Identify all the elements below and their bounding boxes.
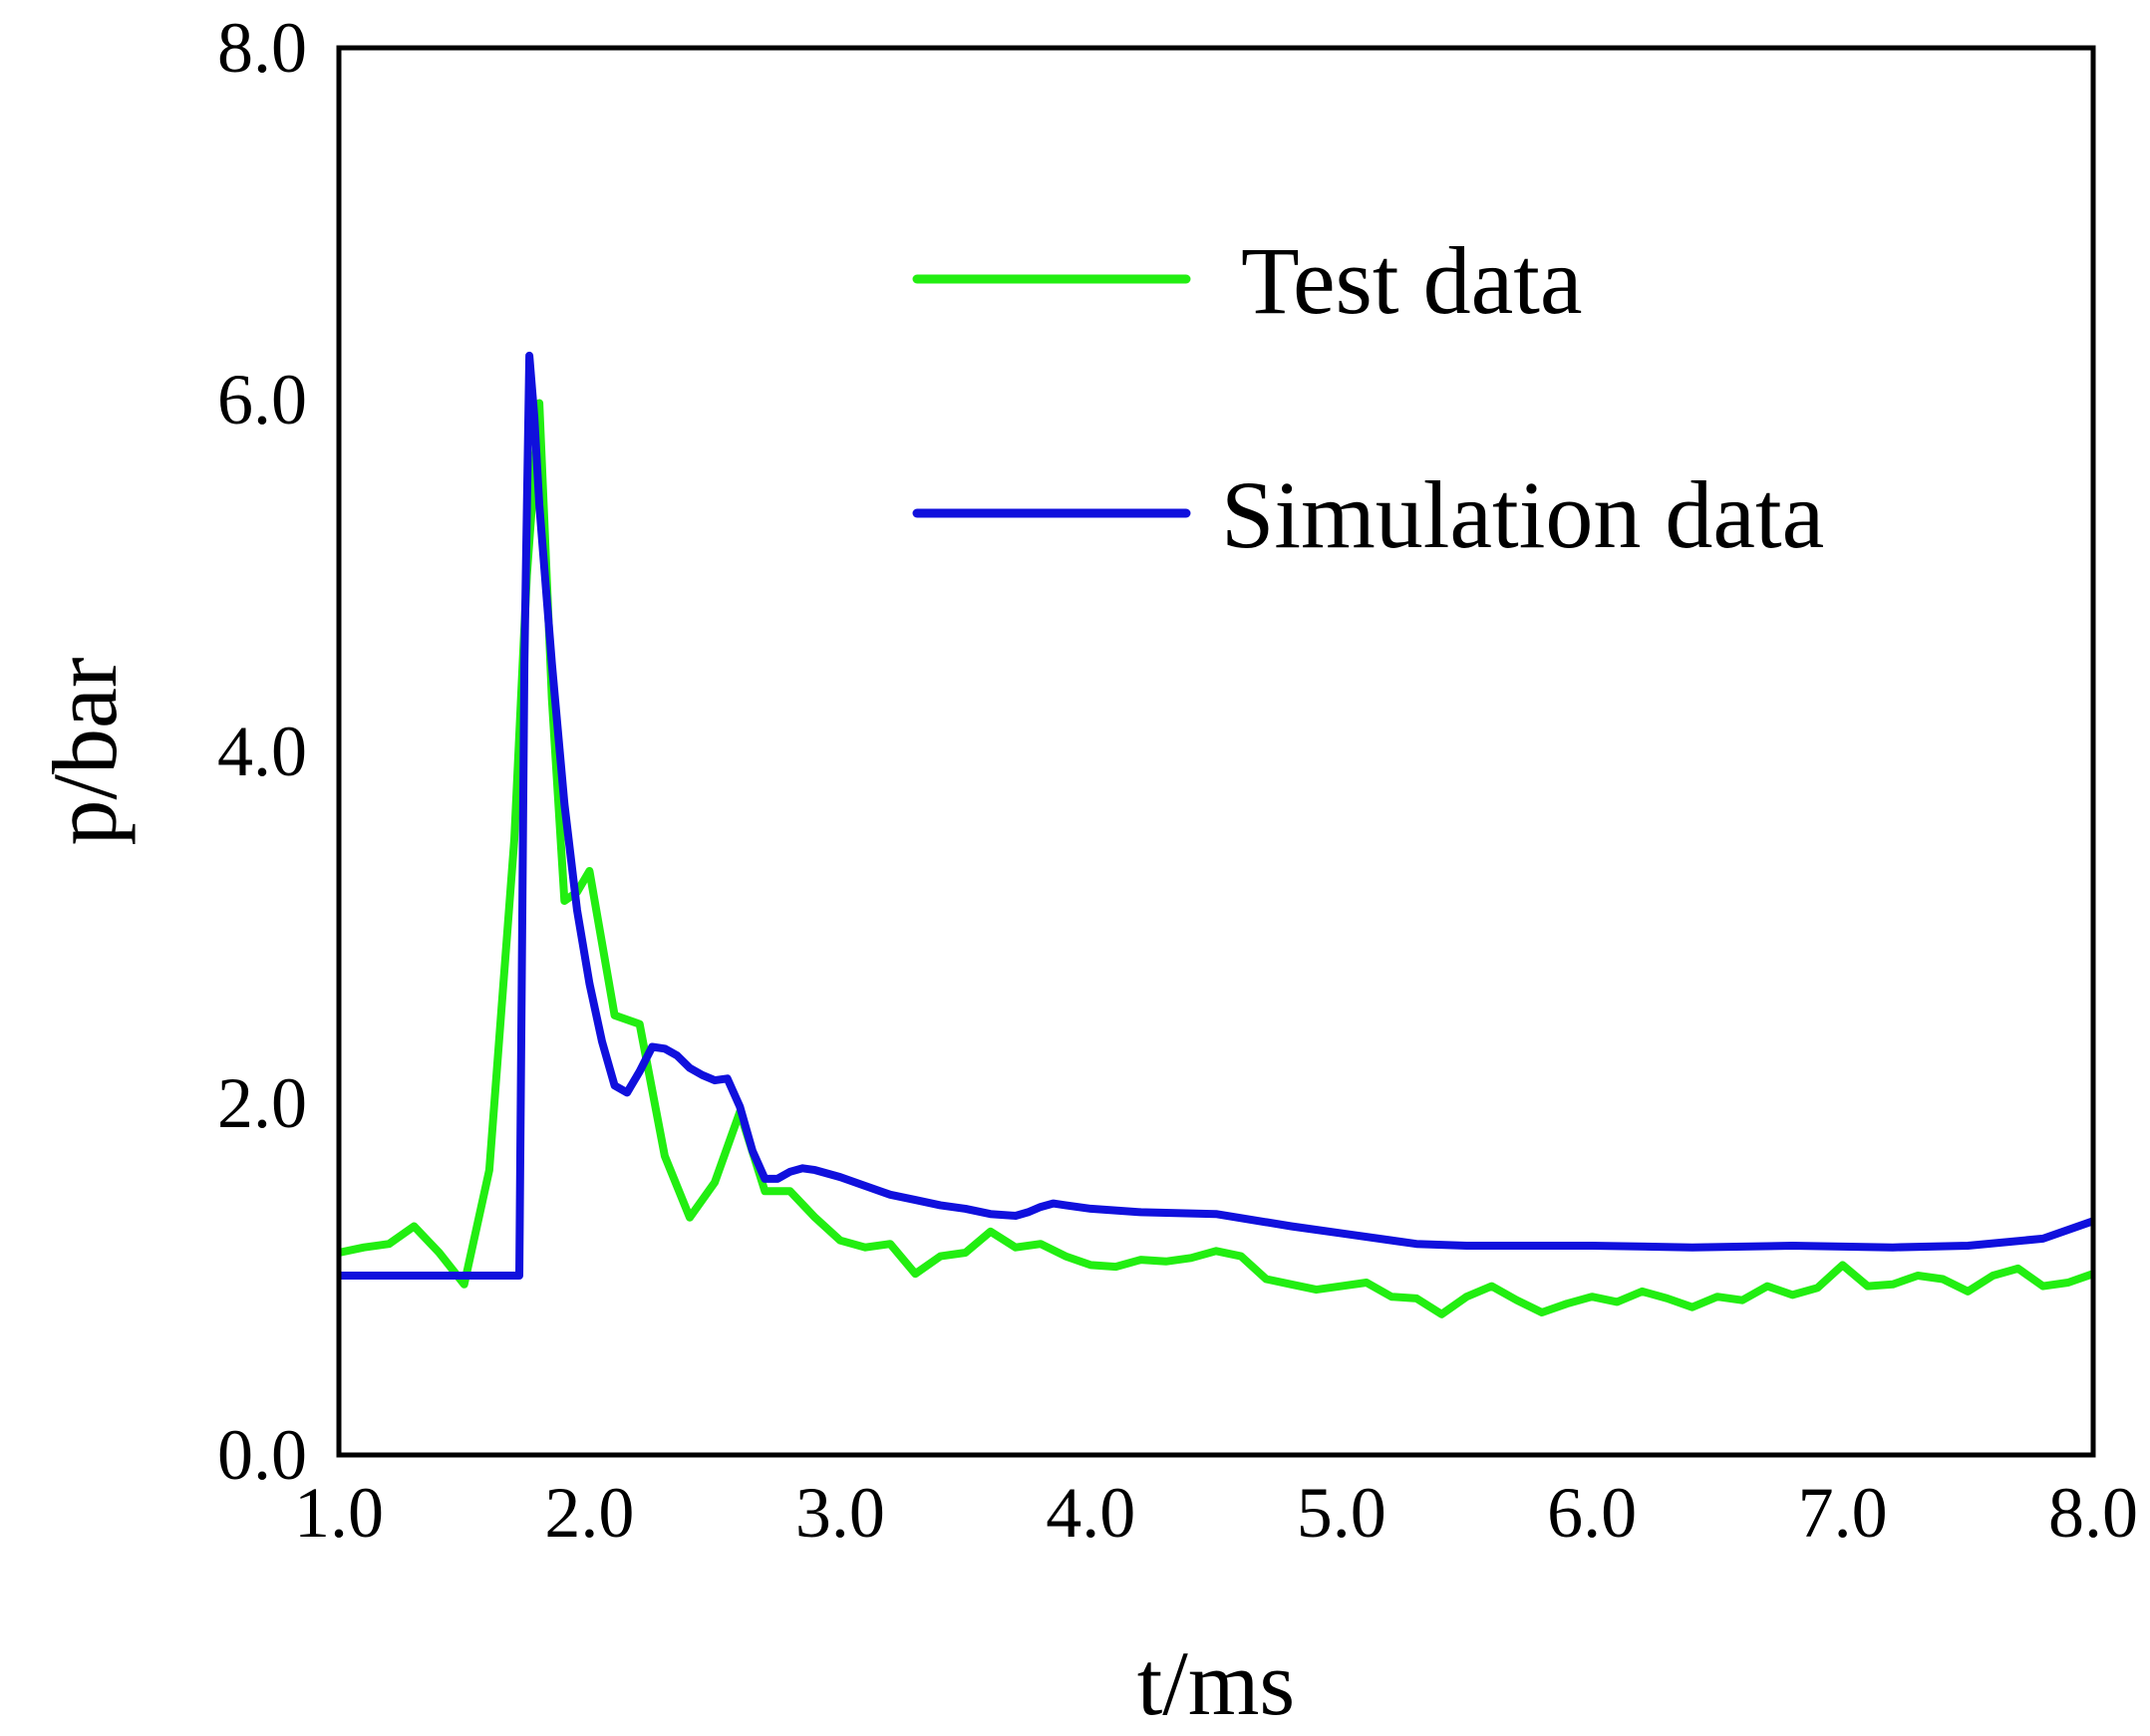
x-axis-title: t/ms — [1137, 1632, 1295, 1734]
y-tick-label: 8.0 — [217, 8, 307, 88]
y-axis-title: p/bar — [34, 657, 136, 845]
y-tick-label: 6.0 — [217, 360, 307, 439]
x-tick-label: 3.0 — [795, 1473, 885, 1553]
legend-label: Test data — [1241, 227, 1582, 334]
y-tick-label: 2.0 — [217, 1063, 307, 1143]
y-tick-label: 4.0 — [217, 712, 307, 791]
plot-frame — [336, 45, 2096, 1458]
series-layer — [339, 351, 2093, 1318]
legend: Test data Simulation data — [912, 227, 1824, 568]
x-tick-label: 5.0 — [1297, 1473, 1386, 1553]
x-tick-label: 7.0 — [1798, 1473, 1888, 1553]
axis-ticks: 1.0 2.0 3.0 4.0 5.0 6.0 7.0 8.0 0.0 2.0 4.0 6.0 8.0 — [217, 8, 2138, 1553]
x-tick-label: 1.0 — [294, 1473, 384, 1553]
test-data-line — [339, 399, 2093, 1318]
x-tick-label: 6.0 — [1547, 1473, 1637, 1553]
x-tick-label: 4.0 — [1046, 1473, 1135, 1553]
simulation-data-line — [339, 351, 2093, 1280]
legend-label: Simulation data — [1221, 461, 1824, 568]
y-tick-label: 0.0 — [217, 1415, 307, 1495]
x-tick-label: 2.0 — [544, 1473, 634, 1553]
x-tick-label: 8.0 — [2048, 1473, 2138, 1553]
